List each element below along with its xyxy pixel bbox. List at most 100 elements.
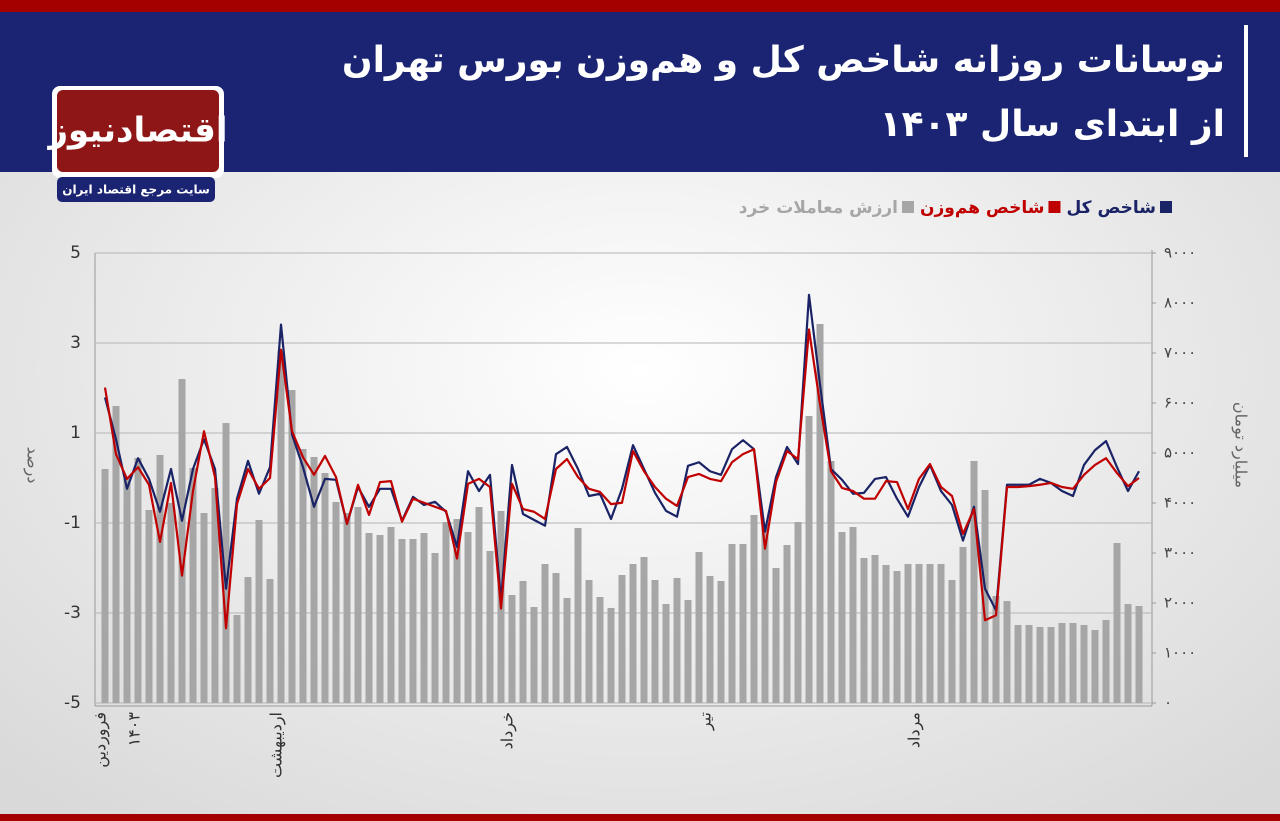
bar bbox=[629, 564, 637, 703]
bar bbox=[882, 565, 890, 703]
bar bbox=[486, 551, 494, 703]
bar bbox=[904, 564, 912, 703]
y-tick-label: 1 bbox=[70, 423, 81, 443]
bar bbox=[442, 522, 450, 703]
bar bbox=[1135, 606, 1143, 703]
bar bbox=[783, 545, 791, 703]
y2-tick-label: ۷۰۰۰ bbox=[1164, 344, 1196, 362]
bar bbox=[959, 547, 967, 703]
bar bbox=[673, 578, 681, 703]
bar bbox=[552, 573, 560, 703]
bar bbox=[145, 510, 153, 703]
bar bbox=[948, 580, 956, 703]
y2-tick-label: ۸۰۰۰ bbox=[1164, 294, 1196, 312]
bar bbox=[200, 513, 208, 703]
y-tick-label: 3 bbox=[70, 333, 81, 353]
bar bbox=[343, 513, 351, 703]
bar bbox=[607, 608, 615, 703]
bar bbox=[332, 502, 340, 703]
y-tick-label: -5 bbox=[64, 693, 81, 713]
bar bbox=[1080, 625, 1088, 703]
bar bbox=[508, 595, 516, 703]
bar bbox=[354, 507, 362, 703]
bar bbox=[937, 564, 945, 703]
bar bbox=[387, 527, 395, 703]
bar bbox=[244, 577, 252, 703]
x-year-label: ۱۴۰۳ bbox=[125, 712, 144, 747]
y-axis-title: درصد bbox=[23, 447, 43, 484]
x-tick-label: اردیبهشت bbox=[267, 712, 287, 778]
bar bbox=[1113, 543, 1121, 703]
bar bbox=[1047, 627, 1055, 703]
bar bbox=[860, 558, 868, 703]
bar bbox=[816, 324, 824, 703]
logo-tagline-box bbox=[57, 177, 215, 202]
bar bbox=[596, 597, 604, 703]
bar bbox=[255, 520, 263, 703]
bar bbox=[1069, 623, 1077, 703]
bar bbox=[134, 458, 142, 703]
legend-swatch bbox=[1048, 201, 1061, 213]
bar bbox=[112, 406, 120, 703]
bar bbox=[585, 580, 593, 703]
bar bbox=[1025, 625, 1033, 703]
x-tick-label: فروردین bbox=[91, 712, 111, 768]
bar bbox=[189, 468, 197, 703]
y2-tick-label: ۹۰۰۰ bbox=[1164, 244, 1196, 262]
y-tick-label: -3 bbox=[64, 603, 81, 623]
x-tick-label: تیر bbox=[696, 712, 716, 731]
x-tick-label: مرداد bbox=[905, 712, 925, 748]
bar bbox=[695, 552, 703, 703]
bar bbox=[1102, 620, 1110, 703]
chart-title: نوسانات روزانه شاخص کل و هم‌وزن بورس تهر… bbox=[342, 40, 1225, 81]
bar bbox=[750, 515, 758, 703]
bar bbox=[981, 490, 989, 703]
bar bbox=[915, 564, 923, 703]
bar bbox=[398, 539, 406, 703]
bar bbox=[684, 600, 692, 703]
top-stripe bbox=[0, 0, 1280, 12]
y2-tick-label: ۴۰۰۰ bbox=[1164, 494, 1196, 512]
bar bbox=[794, 522, 802, 703]
bar bbox=[541, 564, 549, 703]
y-tick-label: 5 bbox=[70, 243, 81, 263]
bar bbox=[1058, 623, 1066, 703]
legend-label: شاخص هم‌وزن bbox=[920, 198, 1044, 218]
bar bbox=[1003, 601, 1011, 703]
bar bbox=[277, 351, 285, 703]
bar bbox=[1124, 604, 1132, 703]
y2-tick-label: ۶۰۰۰ bbox=[1164, 394, 1196, 412]
legend-label: شاخص کل bbox=[1066, 198, 1156, 218]
bar bbox=[233, 615, 241, 703]
bar bbox=[123, 478, 131, 703]
logo-box bbox=[57, 90, 219, 172]
bar bbox=[431, 553, 439, 703]
bar bbox=[1091, 630, 1099, 703]
legend-label: ارزش معاملات خرد bbox=[739, 198, 898, 218]
bar bbox=[101, 469, 109, 703]
y-tick-label: -1 bbox=[64, 513, 81, 533]
chart-subtitle: از ابتدای سال ۱۴۰۳ bbox=[880, 104, 1225, 145]
bar bbox=[530, 607, 538, 703]
bar bbox=[420, 533, 428, 703]
y2-tick-label: ۰ bbox=[1164, 694, 1172, 712]
bar bbox=[376, 535, 384, 703]
bar bbox=[222, 423, 230, 703]
bar bbox=[761, 524, 769, 703]
bar bbox=[1036, 627, 1044, 703]
bar bbox=[475, 507, 483, 703]
bar bbox=[453, 519, 461, 703]
bar bbox=[893, 571, 901, 703]
bar bbox=[310, 457, 318, 703]
bar bbox=[178, 379, 186, 703]
bar bbox=[805, 416, 813, 703]
bar bbox=[563, 598, 571, 703]
bar bbox=[849, 527, 857, 703]
bar bbox=[717, 581, 725, 703]
logo-tagline: سایت مرجع اقتصاد ایران bbox=[62, 183, 210, 197]
bar bbox=[618, 575, 626, 703]
bar bbox=[640, 557, 648, 703]
x-tick-label: خرداد bbox=[498, 712, 518, 749]
y2-tick-label: ۵۰۰۰ bbox=[1164, 444, 1196, 462]
